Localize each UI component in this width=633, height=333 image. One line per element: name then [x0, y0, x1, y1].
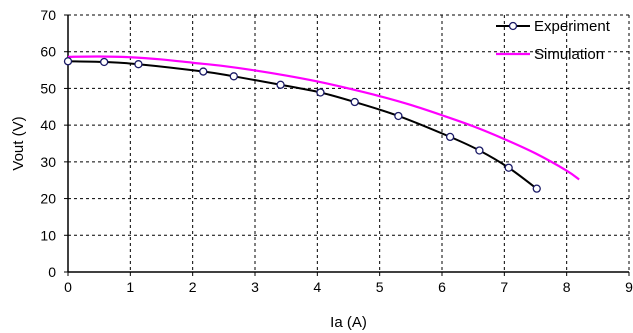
x-tick-label: 0	[64, 279, 72, 295]
series-experiment-point	[475, 146, 484, 155]
series-experiment-point	[134, 60, 143, 69]
series-experiment-point	[63, 57, 73, 66]
series-experiment-point	[316, 88, 325, 97]
x-tick-label: 7	[500, 279, 508, 295]
legend: Experiment Simulation	[496, 18, 611, 63]
series	[63, 55, 580, 193]
series-experiment-point	[445, 132, 455, 142]
x-tick-label: 6	[438, 279, 446, 295]
x-tick-label: 1	[126, 279, 134, 295]
x-tick-label: 9	[625, 279, 633, 295]
series-experiment-point	[394, 111, 403, 121]
series-experiment-point	[350, 97, 359, 107]
series-experiment-point	[229, 72, 238, 81]
legend-simulation-label: Simulation	[534, 46, 604, 63]
x-axis-title: Ia (A)	[330, 314, 367, 331]
y-tick-label: 20	[40, 191, 56, 207]
y-tick-label: 70	[40, 7, 56, 23]
y-tick-label: 50	[40, 80, 56, 96]
y-tick-label: 60	[40, 44, 56, 60]
y-tick-label: 30	[40, 154, 56, 170]
series-experiment-point	[504, 163, 513, 172]
series-experiment-point	[199, 67, 208, 76]
x-tick-label: 2	[189, 279, 197, 295]
legend-experiment-marker	[508, 21, 518, 31]
x-tick-label: 3	[251, 279, 259, 295]
grid	[68, 14, 630, 272]
tick-labels: 0 1 2 3 4 5 6 7 8 9 0 10 20 30 40 50 60 70	[40, 7, 633, 295]
y-tick-label: 0	[48, 264, 56, 280]
series-experiment-point	[276, 80, 285, 89]
y-axis-title: Vout (V)	[10, 116, 27, 170]
y-tick-label: 10	[40, 227, 56, 243]
legend-experiment-label: Experiment	[534, 18, 611, 35]
series-simulation-line	[67, 55, 580, 181]
series-experiment-point	[532, 184, 541, 193]
y-tick-label: 40	[40, 117, 56, 133]
x-tick-label: 4	[313, 279, 321, 295]
x-tick-label: 5	[376, 279, 384, 295]
series-experiment-point	[100, 57, 109, 67]
x-tick-label: 8	[563, 279, 571, 295]
